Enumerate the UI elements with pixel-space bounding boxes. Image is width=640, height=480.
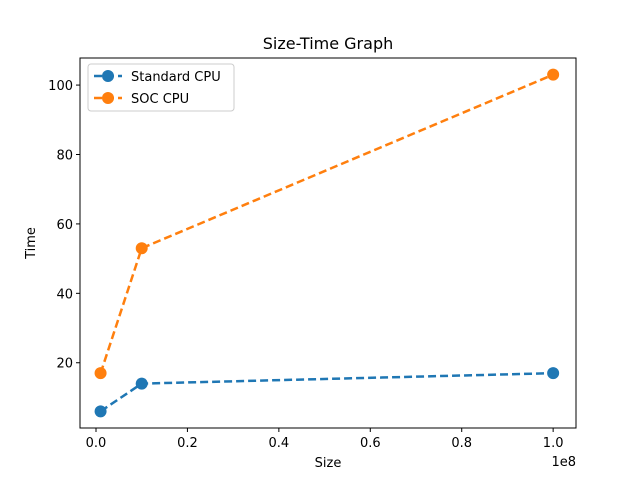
y-axis: 20 40 60 80 100: [48, 79, 80, 372]
series-layer: [94, 68, 560, 418]
legend-item-soc-cpu: SOC CPU: [94, 92, 189, 107]
plot-frame: [79, 57, 577, 429]
chart-title: Size-Time Graph: [263, 34, 393, 53]
data-point-soc-cpu: [135, 242, 148, 255]
y-tick-label: 100: [48, 79, 73, 94]
data-point-standard-cpu: [547, 367, 560, 380]
x-tick-label: 0.0: [86, 436, 107, 451]
legend-marker-soc-cpu: [102, 92, 114, 104]
x-axis-scale-label: 1e8: [551, 455, 576, 470]
y-tick-label: 80: [56, 148, 73, 163]
legend: Standard CPU SOC CPU: [87, 63, 235, 112]
legend-label-standard-cpu: Standard CPU: [131, 70, 221, 85]
data-point-soc-cpu: [94, 367, 107, 380]
legend-label-soc-cpu: SOC CPU: [131, 92, 189, 107]
y-tick-label: 40: [56, 287, 73, 302]
x-tick-label: 0.6: [360, 436, 381, 451]
x-axis-title: Size: [315, 456, 342, 471]
legend-marker-standard-cpu: [102, 70, 114, 82]
x-tick-label: 0.4: [269, 436, 290, 451]
legend-item-standard-cpu: Standard CPU: [94, 70, 221, 85]
y-axis-title: Time: [24, 227, 39, 260]
y-tick-label: 60: [56, 218, 73, 233]
series-line-soc-cpu: [99, 73, 554, 374]
plot-area: [79, 57, 577, 429]
x-tick-label: 1.0: [543, 436, 564, 451]
y-tick-label: 20: [56, 357, 73, 372]
data-point-standard-cpu: [94, 405, 107, 418]
x-axis: 0.0 0.2 0.4 0.6 0.8 1.0: [86, 428, 564, 451]
legend-box: [87, 63, 235, 112]
x-tick-label: 0.2: [177, 436, 198, 451]
data-point-soc-cpu: [547, 68, 560, 81]
x-tick-label: 0.8: [451, 436, 472, 451]
data-point-standard-cpu: [135, 377, 148, 390]
